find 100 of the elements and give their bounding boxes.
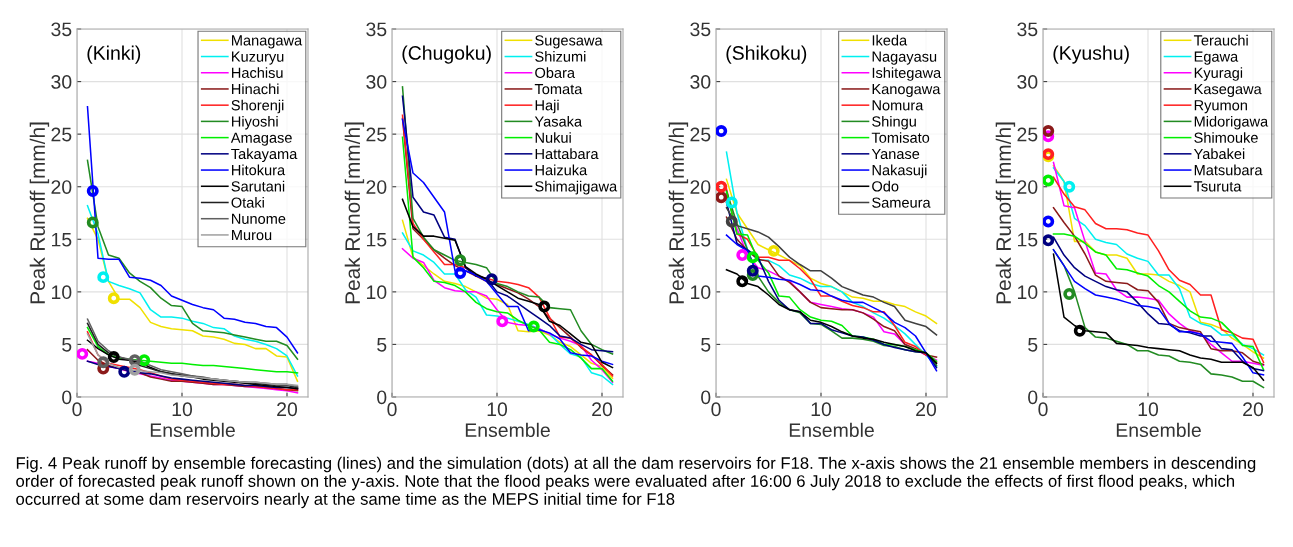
x-tick-label: 10 [1138, 402, 1159, 417]
legend-label: Kasegawa [1194, 84, 1262, 98]
point [1063, 180, 1076, 193]
y-tick-label: 25 [366, 127, 387, 142]
annotation: (Kinki) [87, 45, 141, 64]
legend-label: Takayama [231, 148, 298, 162]
x-axis-title: Ensemble [789, 422, 874, 438]
point [725, 196, 738, 209]
legend-label: Nunome [232, 213, 286, 224]
legend-label: Tsuruta [1193, 181, 1242, 192]
point [138, 354, 151, 367]
x-tick-label: 20 [277, 402, 298, 417]
legend-label: Shimouke [1194, 132, 1258, 143]
point [128, 363, 141, 376]
y-tick-label: 35 [366, 22, 387, 37]
y-tick-label: 30 [366, 75, 387, 89]
y-tick-label: 15 [52, 232, 72, 247]
y-tick-label: 10 [691, 285, 711, 300]
y-axis-title: Peak Runoff [mm/h] [29, 122, 50, 304]
y-tick-label: 0 [1028, 390, 1038, 405]
y-tick-label: 30 [51, 75, 72, 89]
legend-label: Shingu [872, 115, 916, 130]
y-tick-label: 20 [690, 180, 711, 194]
point [1043, 215, 1055, 228]
legend-label: Tomisato [871, 132, 930, 143]
legend-label: Hattabara [535, 148, 599, 160]
legend-label: Odo [872, 180, 899, 192]
caption: Fig. 4 Peak runoff by ensemble forecasting (lines) and the simulation (dots) at all the dam reservoirs for F18. The x-axis shows the 21 ensemble members in descending order of forecasted peak runoff shown on the y-axis. Note that the flood peaks were evaluated after 16:00 6 July 2018 to exclude the effects of first flood peaks, which occurred at some dam reservoirs nearly at the same time as the MEPS initial time for F18 [16, 456, 1256, 509]
legend-label: Shimajigawa [535, 180, 618, 195]
legend-label: Managawa [232, 35, 303, 49]
point [527, 320, 540, 333]
point [767, 244, 780, 257]
point [1043, 125, 1055, 137]
y-tick-label: 30 [690, 75, 711, 89]
point [496, 315, 509, 328]
legend-label: Haizuka [535, 164, 588, 176]
line-series [725, 269, 938, 365]
y-tick-label: 10 [52, 285, 72, 300]
line-series [401, 198, 614, 369]
legend-label: Hachisu [232, 67, 283, 78]
legend-label: Shorenji [231, 99, 284, 114]
legend-label: Nukui [535, 132, 571, 143]
legend-label: Haji [535, 99, 559, 114]
point [107, 292, 120, 305]
point [1073, 324, 1086, 337]
point [736, 275, 749, 288]
x-tick-label: 10 [487, 402, 508, 417]
legend-label: Obara [535, 67, 576, 78]
point [746, 251, 759, 264]
y-axis-title: Peak Runoff [mm/h] [668, 122, 689, 304]
legend-label: Sarutani [231, 180, 285, 192]
legend-label: Egawa [1194, 51, 1239, 65]
x-tick-label: 0 [72, 402, 82, 417]
x-axis-title: Ensemble [150, 422, 235, 438]
x-axis-title: Ensemble [465, 422, 550, 438]
y-tick-label: 5 [1028, 338, 1038, 352]
legend-label: Hiyoshi [232, 115, 278, 130]
y-tick-label: 5 [377, 338, 387, 352]
legend-label: Kuzuryu [232, 51, 284, 65]
legend-label: Shizumi [535, 51, 586, 62]
legend-label: Sugesawa [535, 35, 603, 49]
point [716, 125, 728, 137]
y-tick-label: 0 [701, 390, 711, 405]
annotation: (Chugoku) [402, 45, 491, 64]
point [1043, 234, 1055, 247]
x-tick-label: 20 [1243, 402, 1264, 417]
y-tick-label: 20 [51, 180, 72, 194]
legend-label: Matsubara [1194, 164, 1263, 176]
legend-label: Yasaka [534, 115, 583, 127]
point [97, 356, 110, 369]
y-tick-label: 25 [690, 127, 711, 142]
y-tick-label: 35 [690, 22, 711, 37]
point [716, 180, 728, 193]
legend-label: Nomura [872, 100, 924, 111]
y-tick-label: 10 [367, 285, 387, 300]
point [97, 271, 110, 284]
x-tick-label: 20 [916, 402, 937, 417]
annotation: (Shikoku) [726, 45, 807, 64]
point [1043, 174, 1055, 187]
y-tick-label: 20 [366, 180, 387, 194]
legend-label: Hitokura [232, 164, 286, 176]
legend-label: Kanogawa [872, 84, 941, 98]
point [1063, 287, 1076, 300]
y-tick-label: 35 [1017, 22, 1038, 37]
y-tick-label: 15 [367, 232, 387, 247]
legend-label: Kyuragi [1194, 67, 1243, 81]
legend-label: Ikeda [872, 34, 908, 46]
legend-label: Otaki [231, 197, 264, 208]
point [454, 266, 467, 279]
y-tick-label: 25 [51, 127, 72, 142]
legend-label: Midorigawa [1194, 115, 1269, 130]
x-tick-label: 0 [1038, 402, 1048, 417]
x-tick-label: 10 [172, 402, 193, 417]
y-tick-label: 5 [62, 338, 72, 352]
point [538, 300, 551, 313]
x-tick-label: 10 [811, 402, 832, 417]
point [77, 347, 89, 360]
legend-label: Nagayasu [872, 51, 937, 65]
x-tick-label: 20 [592, 402, 613, 417]
legend-label: Amagase [230, 132, 292, 146]
